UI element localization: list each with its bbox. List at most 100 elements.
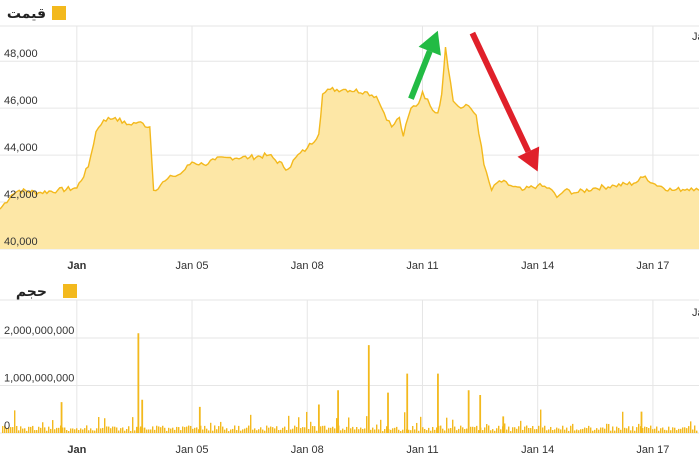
price-line <box>0 47 699 210</box>
volume-bar <box>80 428 82 433</box>
volume-bar-peak <box>640 411 643 433</box>
volume-bar <box>652 429 654 433</box>
price-panel: 40,000 42,000 44,000 46,000 48,000 Jan Jan 05… <box>0 6 699 272</box>
volume-bar <box>216 429 218 433</box>
volume-bar <box>614 430 616 433</box>
volume-legend-swatch <box>63 284 77 298</box>
volume-bar <box>556 427 558 433</box>
volume-bar <box>134 430 136 433</box>
volume-bar <box>36 430 38 433</box>
volume-bar <box>442 428 444 433</box>
volume-bar <box>386 426 388 433</box>
volume-bar <box>306 411 308 433</box>
volume-bar <box>118 430 120 433</box>
volume-bar-peak <box>317 404 320 433</box>
volume-bar <box>330 427 332 433</box>
volume-bar <box>622 411 624 433</box>
volume-bar <box>426 430 428 433</box>
volume-bar <box>514 427 516 433</box>
volume-bar <box>188 425 190 433</box>
volume-bar <box>624 427 626 433</box>
volume-bar <box>392 428 394 433</box>
volume-bar <box>50 428 52 433</box>
price-area <box>0 47 699 249</box>
volume-bar <box>26 430 28 433</box>
volume-bar <box>240 430 242 433</box>
price-x-tick-label: Jan 14 <box>521 260 554 272</box>
volume-bar <box>492 429 494 433</box>
volume-bar <box>444 430 446 433</box>
volume-bar <box>252 429 254 433</box>
volume-bar <box>536 429 538 433</box>
volume-bar <box>316 430 318 433</box>
volume-bar <box>540 409 542 433</box>
volume-bar <box>88 430 90 433</box>
volume-bar <box>634 430 636 433</box>
price-x-tick-label: Jan 17 <box>636 260 669 272</box>
volume-bar <box>504 423 506 433</box>
arrow-down-head <box>517 146 540 172</box>
price-y-tick-label: 42,000 <box>4 189 38 201</box>
volume-bar <box>400 431 402 433</box>
volume-bar <box>150 429 152 433</box>
volume-bar-peak <box>137 333 140 433</box>
volume-bar <box>180 430 182 433</box>
volume-bar <box>526 425 528 433</box>
volume-bar-peak <box>141 399 144 433</box>
volume-bar <box>362 428 364 433</box>
volume-bar <box>258 429 260 433</box>
volume-bar <box>140 426 142 433</box>
volume-bar <box>580 429 582 433</box>
volume-bar <box>310 421 312 433</box>
volume-bar <box>314 426 316 433</box>
volume-bar <box>28 426 30 433</box>
volume-bar <box>190 425 192 433</box>
volume-bar <box>24 428 26 433</box>
volume-bar <box>346 426 348 433</box>
volume-bar <box>210 422 212 433</box>
price-x-tick-label: Jan <box>67 260 86 272</box>
volume-bar-peak <box>406 373 409 433</box>
volume-bar <box>602 427 604 433</box>
volume-bar <box>288 415 290 433</box>
volume-bar <box>674 427 676 433</box>
volume-bar <box>74 429 76 433</box>
volume-bar <box>488 425 490 433</box>
volume-bar <box>606 423 608 433</box>
volume-bar <box>304 427 306 433</box>
volume-bar <box>348 417 350 433</box>
volume-bar <box>390 429 392 433</box>
volume-bar <box>476 425 478 433</box>
volume-bar <box>326 429 328 433</box>
volume-bar <box>490 430 492 433</box>
volume-bar <box>512 427 514 433</box>
volume-bar <box>302 427 304 433</box>
volume-bar <box>10 427 12 433</box>
price-x-tick-label: Jan 11 <box>406 260 438 272</box>
volume-bar <box>76 428 78 433</box>
volume-bar <box>126 429 128 433</box>
volume-bar <box>672 427 674 433</box>
volume-bar <box>594 429 596 433</box>
volume-cut-label: Ja <box>692 307 699 319</box>
volume-bar <box>328 427 330 433</box>
volume-bar <box>486 424 488 433</box>
volume-bar <box>176 426 178 433</box>
volume-bar <box>690 421 692 433</box>
price-legend-label: قیمت <box>7 6 46 22</box>
volume-bar <box>256 430 258 433</box>
volume-bar <box>638 423 640 433</box>
volume-bar <box>16 426 18 433</box>
volume-x-axis: Jan Jan 05 Jan 08 Jan 11 Jan 14 Jan 17 <box>67 444 669 456</box>
volume-bar <box>128 426 130 433</box>
volume-bar <box>678 428 680 433</box>
volume-bar <box>506 429 508 433</box>
volume-bar <box>102 427 104 433</box>
volume-bar <box>430 430 432 433</box>
volume-bar <box>418 430 420 433</box>
volume-bar <box>356 427 358 433</box>
volume-bar <box>48 426 50 433</box>
volume-bar <box>432 426 434 433</box>
volume-bar <box>542 427 544 433</box>
volume-bar <box>574 430 576 433</box>
